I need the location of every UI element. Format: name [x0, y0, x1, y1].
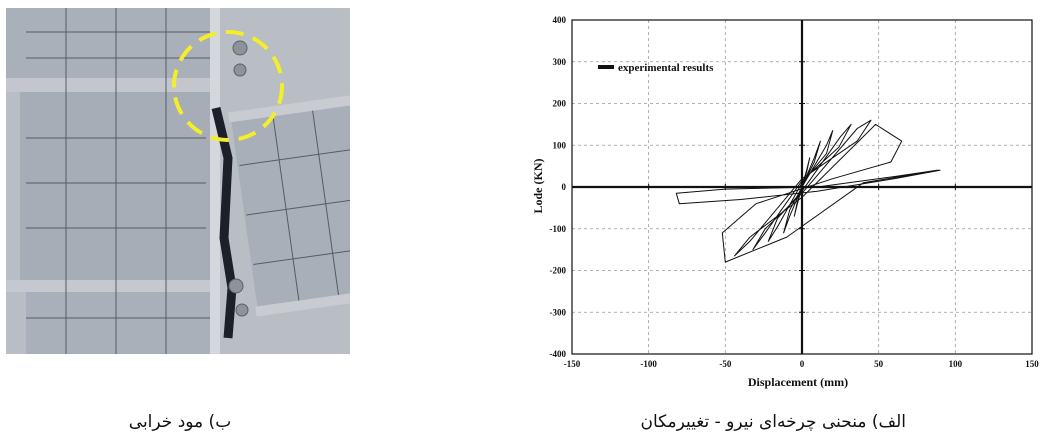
- y-tick-label: 100: [553, 140, 567, 150]
- bolts: [228, 40, 249, 317]
- x-tick-label: -150: [564, 359, 581, 369]
- y-tick-label: -200: [550, 266, 567, 276]
- x-tick-labels: -150 -100 -50 0 50 100 150: [564, 359, 1040, 369]
- hysteresis-curve: [675, 119, 941, 263]
- y-tick-label: -400: [550, 349, 567, 359]
- x-axis-label: Displacement (mm): [748, 375, 848, 389]
- plate-grid-lines: [26, 8, 216, 354]
- hysteresis-chart: -150 -100 -50 0 50 100 150 -400 -300 -200 -100 0 10…: [531, 15, 1040, 389]
- y-tick-label: -100: [550, 224, 567, 234]
- x-tick-label: 100: [949, 359, 963, 369]
- legend-swatch: [598, 65, 614, 69]
- series-line-experimental-results: [675, 119, 941, 263]
- y-tick-labels: -400 -300 -200 -100 0 100 200 300 400: [550, 15, 567, 359]
- steel-plate-bottom-left: [26, 292, 216, 354]
- steel-plate-top-left: [6, 8, 220, 92]
- x-tick-label: 0: [800, 359, 805, 369]
- chart-caption: الف) منحنی چرخه‌ای نیرو - تغییرمکان: [640, 412, 906, 432]
- damage-marker-circle: [172, 30, 284, 142]
- y-tick-label: 0: [562, 182, 567, 192]
- steel-plate-middle-left: [6, 92, 220, 292]
- x-tick-label: -50: [719, 359, 731, 369]
- legend-label: experimental results: [618, 62, 714, 74]
- y-tick-label: 400: [553, 15, 567, 25]
- steel-plate-right-rotated: [228, 95, 350, 317]
- x-tick-label: 150: [1025, 359, 1039, 369]
- y-tick-label: 300: [553, 57, 567, 67]
- photo-caption: ب) مود خرابی: [128, 412, 232, 432]
- x-tick-label: 50: [874, 359, 884, 369]
- x-tick-label: -100: [640, 359, 657, 369]
- failure-mode-photo: [6, 8, 350, 354]
- y-tick-label: 200: [553, 99, 567, 109]
- y-tick-label: -300: [550, 307, 567, 317]
- legend: experimental results: [598, 62, 714, 74]
- column-seam: [210, 8, 220, 354]
- y-axis-label: Lode (KN): [531, 159, 545, 214]
